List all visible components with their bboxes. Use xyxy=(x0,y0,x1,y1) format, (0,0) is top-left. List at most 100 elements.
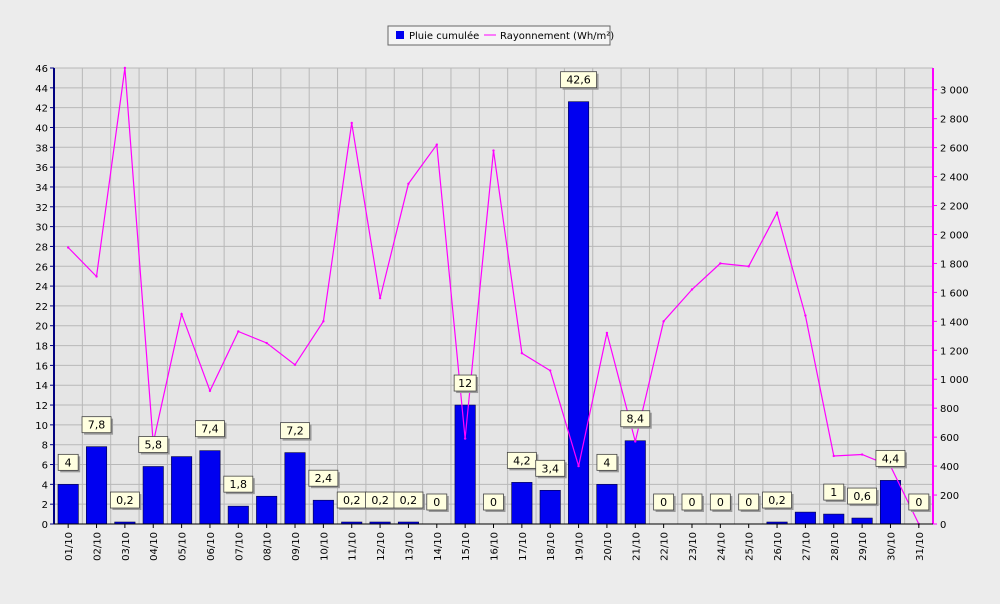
line-point xyxy=(407,182,410,186)
line-point xyxy=(95,275,98,278)
x-tick-label: 19/10 xyxy=(575,532,586,561)
x-tick-label: 07/10 xyxy=(234,532,245,561)
left-tick-label: 42 xyxy=(35,104,48,115)
data-label: 0,2 xyxy=(371,494,389,507)
line-point xyxy=(719,262,722,265)
x-tick-label: 15/10 xyxy=(461,532,472,561)
right-tick-label: 3 000 xyxy=(940,86,969,97)
right-tick-label: 1 600 xyxy=(940,288,969,299)
data-label: 42,6 xyxy=(566,74,591,87)
data-label-box xyxy=(560,71,597,89)
legend: Pluie cumulée Rayonnement (Wh/m²) xyxy=(387,25,614,46)
line-point xyxy=(322,320,325,323)
bar xyxy=(539,489,561,525)
data-label: 0 xyxy=(433,496,440,509)
line-point xyxy=(237,330,240,333)
data-label: 4 xyxy=(65,456,72,469)
right-tick-label: 2 200 xyxy=(940,202,969,213)
bar xyxy=(511,482,533,525)
left-tick-label: 44 xyxy=(35,84,48,95)
left-tick-label: 12 xyxy=(35,401,48,412)
legend-box xyxy=(387,25,611,46)
left-tick-label: 22 xyxy=(35,302,48,313)
left-tick-label: 26 xyxy=(35,262,48,273)
left-tick-label: 0 xyxy=(42,520,48,531)
data-label-box xyxy=(762,491,792,509)
data-label: 1 xyxy=(830,486,837,499)
bar-series xyxy=(57,101,901,525)
data-label: 0,2 xyxy=(400,494,418,507)
bar xyxy=(86,446,108,525)
line-point xyxy=(265,341,268,345)
legend-swatch-bar xyxy=(396,31,404,39)
data-label-box xyxy=(653,493,675,511)
x-tick-label: 04/10 xyxy=(149,532,160,561)
legend-label-line: Rayonnement (Wh/m²) xyxy=(500,31,614,42)
line-point xyxy=(378,296,382,300)
bar xyxy=(454,404,476,525)
data-label-box xyxy=(393,491,424,509)
data-label-box xyxy=(138,436,169,453)
data-label: 4,4 xyxy=(882,452,900,465)
data-label: 7,4 xyxy=(201,423,219,436)
data-label-box xyxy=(280,422,310,440)
axes: 0246810121416182022242628303234363840424… xyxy=(35,64,968,561)
line-point xyxy=(463,437,467,440)
right-tick-label: 1 400 xyxy=(940,317,969,328)
data-label: 0,2 xyxy=(768,494,786,507)
data-label: 0,6 xyxy=(853,490,871,503)
data-label: 0 xyxy=(717,496,724,509)
line-point xyxy=(180,312,183,316)
data-label: 7,8 xyxy=(88,419,106,432)
left-tick-label: 46 xyxy=(35,64,48,75)
line-point xyxy=(208,389,212,393)
line-point xyxy=(435,143,438,146)
x-tick-label: 26/10 xyxy=(773,532,784,561)
left-tick-label: 14 xyxy=(35,381,48,392)
left-tick-label: 4 xyxy=(42,480,48,491)
x-tick-label: 18/10 xyxy=(546,532,557,561)
line-point xyxy=(605,331,609,335)
line-point xyxy=(350,121,353,125)
line-point xyxy=(804,314,807,317)
data-label: 0 xyxy=(660,496,667,509)
right-tick-label: 1 200 xyxy=(940,346,969,357)
legend-label-bar: Pluie cumulée xyxy=(409,30,479,42)
line-point xyxy=(634,440,637,443)
x-tick-label: 31/10 xyxy=(915,532,926,561)
line-series xyxy=(66,66,921,526)
bar xyxy=(624,440,646,525)
left-tick-label: 20 xyxy=(35,322,48,333)
data-label: 1,8 xyxy=(230,478,248,491)
right-tick-label: 2 800 xyxy=(940,115,969,126)
x-tick-label: 30/10 xyxy=(886,532,897,561)
data-label-box xyxy=(81,416,112,434)
data-label: 0 xyxy=(490,496,497,509)
data-label: 0 xyxy=(688,496,695,509)
data-label: 0 xyxy=(745,496,752,509)
line-point xyxy=(293,363,297,366)
data-label-box xyxy=(709,493,731,511)
data-label: 4,2 xyxy=(513,454,531,467)
bar xyxy=(596,484,618,525)
x-tick-label: 12/10 xyxy=(376,532,387,561)
bar xyxy=(256,495,278,525)
x-tick-label: 09/10 xyxy=(291,532,302,561)
x-tick-label: 08/10 xyxy=(263,532,274,561)
right-tick-label: 1 000 xyxy=(940,375,969,386)
line-point xyxy=(520,351,524,355)
x-tick-label: 16/10 xyxy=(490,532,501,561)
data-label-box xyxy=(483,493,504,511)
x-tick-label: 23/10 xyxy=(688,532,699,561)
left-tick-label: 8 xyxy=(42,441,48,452)
line-point xyxy=(747,265,750,268)
bar xyxy=(568,101,590,525)
bar xyxy=(312,499,334,525)
left-tick-label: 34 xyxy=(35,183,48,194)
x-tick-label: 25/10 xyxy=(745,532,756,561)
x-tick-label: 24/10 xyxy=(716,532,727,561)
line-point xyxy=(123,66,127,70)
data-label: 2,4 xyxy=(315,472,333,485)
bar xyxy=(199,450,221,525)
data-label: 0 xyxy=(915,496,922,509)
